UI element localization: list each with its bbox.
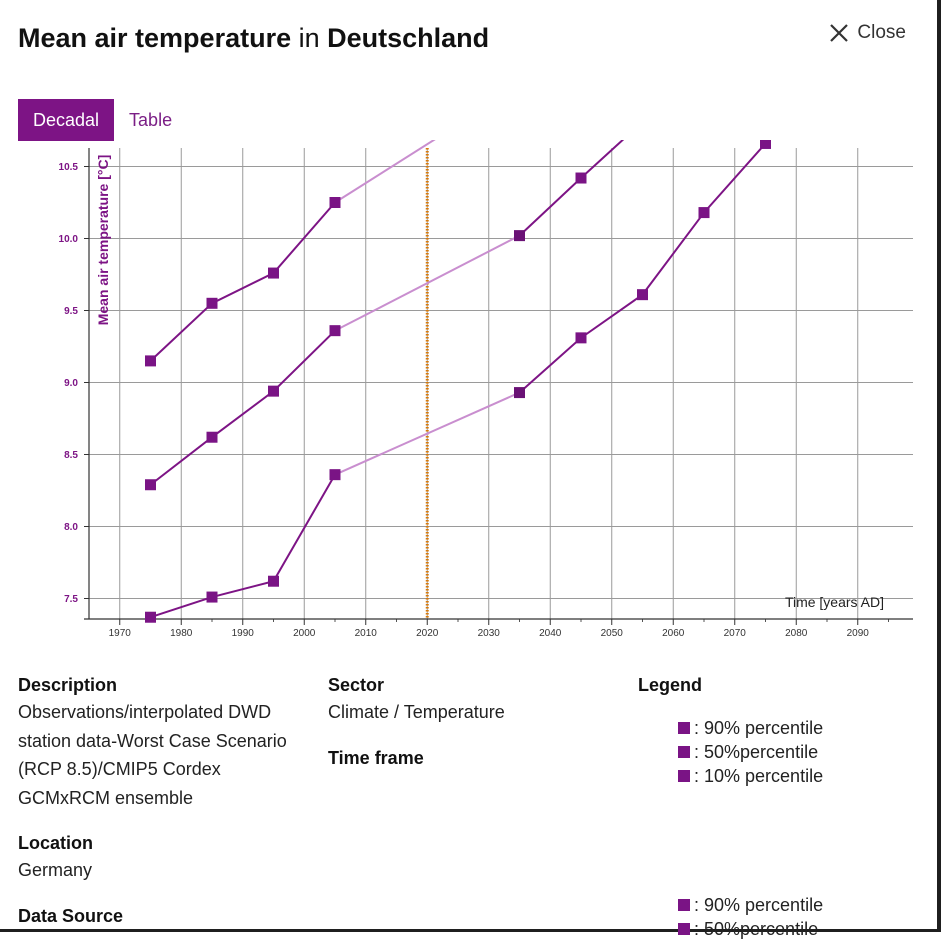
series-line (150, 474, 336, 619)
legend-text: : 90% percentile (694, 718, 824, 738)
legend-text: : 50%percentile (694, 742, 819, 762)
close-label: Close (857, 22, 906, 43)
sector-text: Climate / Temperature (328, 702, 505, 722)
x-tick-label: 2010 (355, 628, 378, 639)
y-tick-label: 7.5 (64, 594, 78, 605)
details-column-right: Legend : 90% percentile : 50%percentile … (638, 672, 928, 941)
series-line (149, 329, 336, 486)
data-point (145, 479, 156, 491)
chart-container: 1970 1980 1990 2000 2010 2020 2030 2040 2050 2060… (0, 0, 941, 650)
x-tick-label: 2090 (847, 628, 870, 639)
x-tick-label: 2070 (724, 628, 747, 639)
sector-heading: Sector (328, 675, 385, 695)
series-line-projection-gap (334, 234, 520, 332)
time-frame-heading: Time frame (328, 747, 424, 768)
description-heading: Description (18, 675, 118, 695)
location-text: Germany (18, 860, 93, 880)
legend-list: : 90% percentile : 50%percentile : 10% p… (678, 716, 928, 788)
data-point (514, 387, 525, 399)
data-point (637, 289, 648, 301)
data-point (329, 325, 341, 337)
legend-item: : 10% percentile (678, 764, 928, 788)
y-tick-label: 8.0 (64, 522, 78, 533)
legend-heading: Legend (638, 675, 703, 695)
data-point (575, 172, 587, 184)
data-point (206, 431, 218, 443)
page-title: Mean air temperature in Deutschland (18, 18, 908, 58)
legend-text: : 10% percentile (694, 766, 824, 786)
data-point (145, 355, 156, 367)
data-point (206, 591, 218, 603)
x-tick-label: 2080 (785, 628, 808, 639)
details-column-middle: Sector Climate / Temperature Time frame (328, 672, 618, 771)
x-tick-label: 1980 (170, 628, 193, 639)
y-tick-label: 10.5 (59, 162, 79, 173)
legend-item: : 90% percentile (678, 716, 928, 740)
legend-swatch (678, 722, 690, 734)
y-tick-label: 9.5 (64, 306, 78, 317)
data-point (575, 332, 587, 344)
data-point (698, 207, 710, 219)
x-tick-label: 1990 (232, 628, 255, 639)
x-tick-label: 2030 (478, 628, 501, 639)
details-column-left: Description Observations/interpolated DW… (18, 672, 308, 929)
data-point (514, 230, 525, 242)
location-heading: Location (18, 833, 93, 853)
legend-swatch (678, 746, 690, 758)
title-metric: Mean air temperature (18, 23, 292, 53)
legend-item: : 90% percentile (678, 893, 928, 917)
window-edge-bottom (0, 929, 941, 932)
tab-decadal[interactable]: Decadal (18, 99, 115, 141)
x-tick-label: 2040 (539, 628, 562, 639)
legend-item: : 50%percentile (678, 740, 928, 764)
data-point (329, 197, 341, 208)
data-point (268, 267, 279, 279)
modal-header: Mean air temperature in Deutschland Clos… (18, 18, 908, 60)
tab-table[interactable]: Table (129, 110, 173, 130)
x-tick-label: 2000 (293, 628, 316, 639)
title-connector: in (291, 23, 328, 53)
series-line (149, 201, 336, 362)
x-tick-label: 2050 (601, 628, 624, 639)
data-point (268, 385, 279, 397)
axis-layer: 1970 1980 1990 2000 2010 2020 2030 2040 2050 2060… (59, 18, 913, 639)
legend-swatch (678, 770, 690, 782)
x-tick-label: 2060 (662, 628, 685, 639)
legend-list-secondary: : 90% percentile : 50%percentile (678, 893, 928, 941)
x-axis-label: Time [years AD] (785, 594, 884, 610)
data-point (760, 137, 771, 149)
window-edge-right (937, 0, 941, 932)
data-point (145, 611, 156, 623)
data-source-heading: Data Source (18, 905, 124, 926)
y-tick-label: 8.5 (64, 450, 78, 461)
legend-swatch (678, 923, 690, 935)
data-point (206, 297, 218, 309)
view-tabs: Decadal Table (18, 99, 187, 141)
legend-text: : 50%percentile (694, 919, 819, 939)
y-tick-label: 10.0 (59, 234, 79, 245)
legend-text: : 90% percentile (694, 895, 824, 915)
close-button[interactable]: Close (829, 22, 906, 44)
data-point (268, 575, 279, 587)
close-icon (829, 23, 849, 43)
temperature-chart: 1970 1980 1990 2000 2010 2020 2030 2040 2050 2060… (59, 0, 913, 639)
description-text: Observations/interpolated DWD station da… (18, 702, 287, 808)
x-tick-label: 1970 (109, 628, 132, 639)
y-tick-label: 9.0 (64, 378, 78, 389)
data-point (329, 469, 341, 481)
series-line-projection-gap (334, 391, 520, 476)
grid-layer (89, 22, 913, 619)
y-axis-label: Mean air temperature [°C] (95, 155, 111, 326)
legend-swatch (678, 899, 690, 911)
title-region: Deutschland (327, 23, 490, 53)
legend-item: : 50%percentile (678, 917, 928, 941)
x-tick-label: 2020 (416, 628, 439, 639)
